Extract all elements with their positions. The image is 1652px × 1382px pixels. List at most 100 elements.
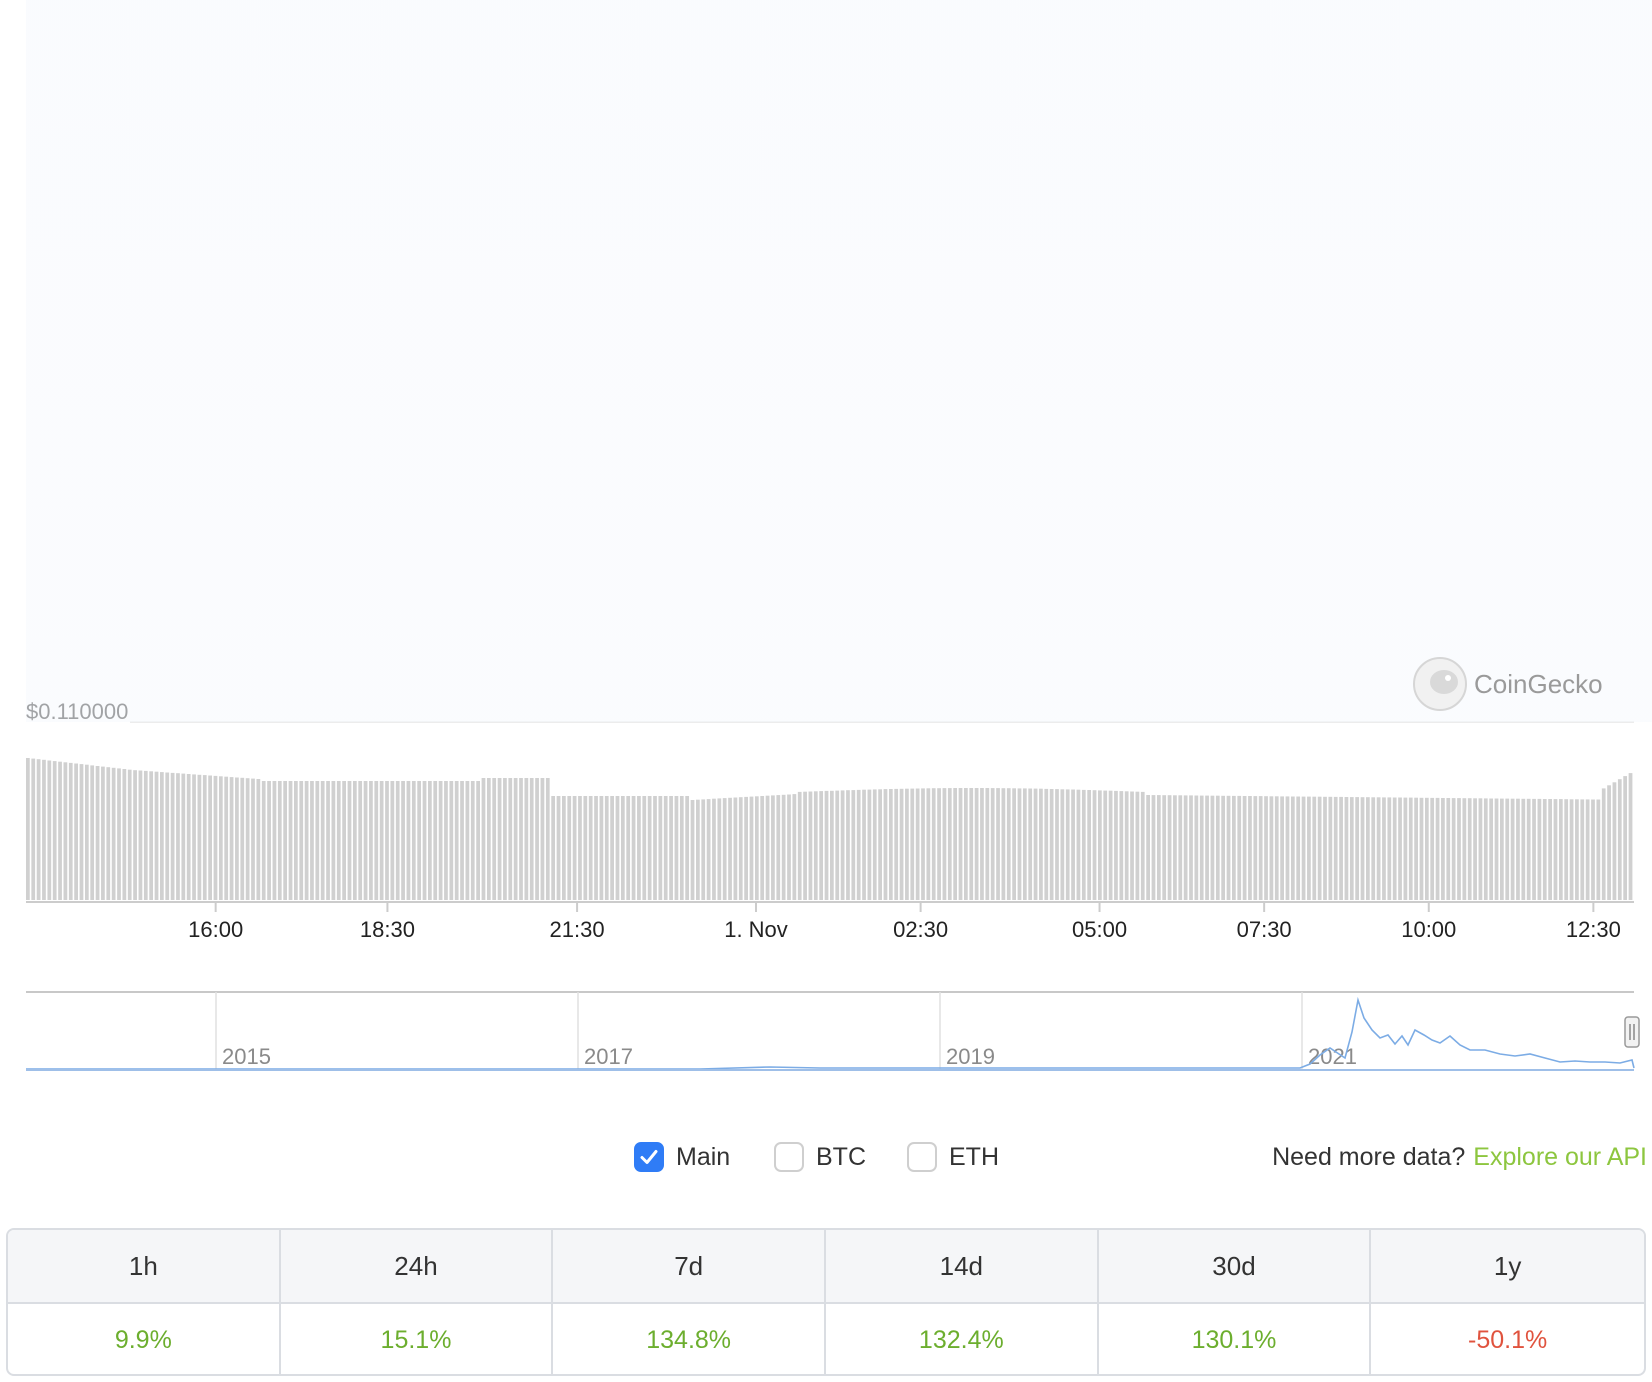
x-tick-label: 18:30: [360, 917, 415, 942]
volume-bar: [1237, 795, 1242, 900]
volume-bar: [1081, 789, 1086, 900]
navigator-handle[interactable]: [1624, 1016, 1640, 1048]
volume-bar: [256, 779, 261, 900]
volume-bar: [224, 776, 229, 900]
volume-bar: [1392, 797, 1397, 900]
volume-bar: [213, 775, 218, 900]
volume-bar: [460, 781, 464, 900]
volume-bar: [562, 796, 566, 900]
volume-bar: [1162, 795, 1167, 900]
volume-bar: [658, 796, 663, 900]
volume-bar: [813, 791, 818, 900]
header-7d: 7d: [553, 1230, 826, 1304]
volume-bar: [444, 781, 448, 900]
navigator[interactable]: 2015 2017 2019 2021: [26, 991, 1640, 1071]
volume-bar: [620, 796, 625, 900]
change-24h: 15.1%: [281, 1304, 554, 1374]
btc-checkbox[interactable]: [774, 1142, 804, 1172]
volume-bar: [974, 788, 979, 900]
volume-bar: [369, 781, 373, 900]
checkmark-icon: [640, 1150, 658, 1164]
volume-bar: [1489, 798, 1494, 900]
volume-bar: [696, 799, 700, 900]
volume-bar: [1537, 798, 1542, 900]
volume-bar: [947, 788, 952, 900]
volume-bar: [1215, 795, 1220, 900]
volume-bar: [647, 796, 652, 900]
volume-bar: [1607, 785, 1611, 900]
volume-bar: [883, 789, 888, 900]
volume-bar: [1135, 791, 1140, 900]
volume-bar: [540, 778, 545, 900]
volume-bar: [1403, 797, 1408, 900]
volume-bar: [304, 781, 309, 900]
volume-bar: [277, 781, 282, 900]
x-tick-label: 21:30: [550, 917, 605, 942]
change-1h: 9.9%: [8, 1304, 281, 1374]
volume-bar: [1349, 797, 1354, 900]
volume-bar: [1098, 790, 1102, 900]
volume-bar: [669, 796, 673, 900]
toggle-eth[interactable]: ETH: [907, 1134, 999, 1180]
volume-bar: [492, 778, 497, 900]
volume-bar: [1473, 798, 1477, 900]
volume-bar: [551, 796, 556, 900]
volume-bar: [958, 788, 963, 900]
volume-bar: [771, 795, 775, 900]
toggle-btc[interactable]: BTC: [774, 1134, 866, 1180]
volume-bar: [964, 788, 968, 900]
volume-bar: [1167, 795, 1172, 900]
eth-checkbox[interactable]: [907, 1142, 937, 1172]
volume-bar: [1087, 790, 1092, 900]
change-1y: -50.1%: [1468, 1325, 1548, 1354]
volume-bar: [674, 796, 679, 900]
volume-bar: [1575, 799, 1579, 900]
volume-bar: [1151, 795, 1156, 900]
volume-bar: [733, 797, 738, 900]
volume-bar: [385, 781, 389, 900]
volume-bar: [1596, 799, 1601, 900]
volume-bar: [1542, 799, 1547, 900]
price-area-fill: [26, 0, 1652, 722]
volume-bar: [192, 774, 196, 900]
volume-bar: [1060, 789, 1065, 900]
volume-bar: [615, 796, 620, 900]
main-label: Main: [676, 1142, 731, 1171]
volume-bar: [1248, 796, 1252, 900]
volume-bar: [417, 781, 422, 900]
volume-bar: [267, 781, 271, 900]
volume-bar: [1258, 796, 1263, 900]
main-checkbox[interactable]: [634, 1142, 664, 1172]
volume-bar: [428, 781, 432, 900]
volume-bar: [1205, 795, 1209, 900]
volume-bar: [1328, 796, 1333, 900]
volume-bar: [1173, 795, 1177, 900]
volume-bar: [1446, 798, 1451, 900]
volume-bar: [1355, 797, 1360, 900]
volume-bar: [1290, 796, 1295, 900]
volume-bar: [1006, 788, 1011, 900]
volume-bar: [1339, 796, 1343, 900]
volume-bar: [1130, 791, 1134, 900]
explore-api-link[interactable]: Explore our API: [1473, 1142, 1647, 1171]
volume-bar: [42, 759, 46, 900]
toggle-main[interactable]: Main: [634, 1134, 730, 1180]
volume-bar: [1376, 797, 1381, 900]
volume-bar: [545, 778, 550, 900]
volume-bar: [937, 788, 941, 900]
volume-bar: [1601, 788, 1606, 900]
volume-bar: [1580, 799, 1585, 900]
volume-bar: [1628, 773, 1633, 900]
volume-bar: [342, 781, 346, 900]
price-chart[interactable]: $0.145000$0.140000$0.135000$0.130000$0.1…: [0, 0, 1652, 1110]
volume-bar: [567, 796, 572, 900]
volume-bar: [1044, 788, 1049, 900]
volume-bar: [47, 760, 52, 900]
volume-bar: [803, 791, 807, 900]
volume-bar: [122, 769, 127, 900]
volume-bar: [808, 791, 813, 900]
navigator-year-label: 2021: [1308, 1044, 1357, 1069]
volume-bar: [862, 789, 866, 900]
x-axis-ticks: 16:00 18:30 21:30 1. Nov 02:30 05:00 07:30 10:0…: [188, 902, 1621, 942]
volume-bar: [1617, 779, 1622, 900]
